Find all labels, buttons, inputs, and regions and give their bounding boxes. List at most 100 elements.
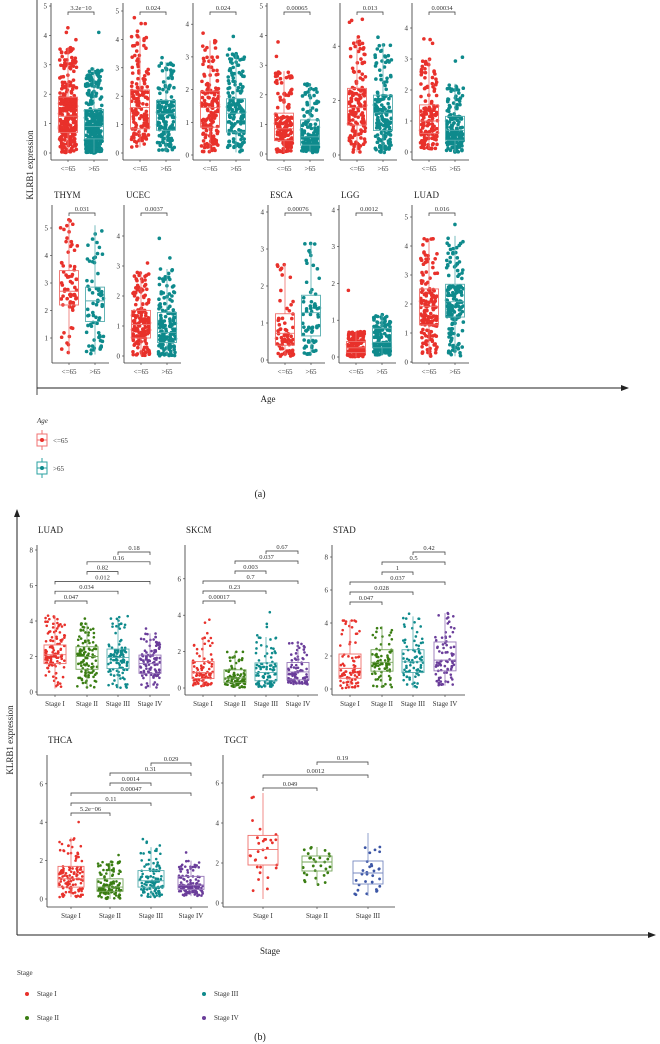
data-point bbox=[276, 91, 280, 96]
data-point bbox=[293, 675, 297, 678]
data-point bbox=[131, 310, 136, 314]
x-tick-label: >65 bbox=[306, 368, 317, 376]
data-point bbox=[242, 137, 247, 141]
data-point bbox=[268, 667, 272, 671]
data-point bbox=[166, 142, 171, 147]
data-point bbox=[84, 656, 87, 660]
comparison-bracket bbox=[355, 212, 383, 216]
data-point bbox=[60, 54, 64, 59]
data-point bbox=[227, 108, 231, 112]
data-point bbox=[352, 144, 356, 149]
data-point bbox=[145, 261, 150, 265]
data-point bbox=[92, 669, 95, 673]
data-point bbox=[137, 53, 142, 58]
data-point bbox=[143, 278, 147, 282]
y-tick-label: 0 bbox=[186, 152, 190, 160]
data-point bbox=[278, 71, 282, 75]
x-tick-label: <=65 bbox=[203, 165, 218, 173]
points->65 bbox=[83, 30, 104, 155]
data-point bbox=[401, 639, 405, 642]
data-point bbox=[113, 679, 116, 682]
data-point bbox=[453, 59, 458, 63]
data-point bbox=[144, 115, 149, 119]
data-point bbox=[144, 46, 148, 51]
figure-b-legend-title: Stage bbox=[17, 969, 33, 977]
data-point bbox=[171, 311, 175, 315]
data-point bbox=[417, 673, 420, 677]
data-point bbox=[424, 342, 429, 347]
x-tick-label: Stage III bbox=[106, 700, 131, 708]
data-point bbox=[86, 102, 91, 107]
data-point bbox=[112, 658, 115, 662]
data-point bbox=[457, 145, 462, 149]
data-point bbox=[60, 106, 65, 111]
data-point bbox=[428, 107, 432, 112]
data-point bbox=[259, 643, 263, 647]
data-point bbox=[210, 99, 215, 104]
data-point bbox=[125, 664, 129, 668]
data-point bbox=[445, 143, 450, 147]
comparison-bracket bbox=[428, 11, 456, 15]
legend-item-stage-i: Stage I bbox=[25, 990, 57, 998]
data-point bbox=[348, 46, 353, 51]
data-point bbox=[49, 639, 52, 642]
data-point bbox=[431, 261, 435, 265]
data-point bbox=[385, 146, 390, 151]
data-point bbox=[356, 115, 360, 119]
data-point bbox=[131, 349, 135, 354]
p-value-label: 0.7 bbox=[246, 574, 255, 581]
data-point bbox=[455, 268, 460, 273]
x-tick-label: >65 bbox=[231, 165, 242, 173]
data-point bbox=[100, 115, 104, 120]
data-point bbox=[450, 336, 454, 341]
x-tick-label: <=65 bbox=[422, 368, 437, 376]
data-point bbox=[132, 135, 136, 140]
data-point bbox=[66, 112, 70, 116]
p-value-label: 0.00034 bbox=[431, 5, 453, 12]
data-point bbox=[143, 128, 148, 133]
data-point bbox=[199, 664, 203, 668]
data-point bbox=[159, 134, 164, 139]
data-point bbox=[160, 68, 165, 73]
data-point bbox=[168, 277, 172, 282]
data-point bbox=[301, 682, 304, 685]
data-point bbox=[99, 68, 104, 73]
data-point bbox=[144, 137, 149, 141]
data-point bbox=[84, 349, 89, 354]
y-tick-label: 5 bbox=[116, 8, 120, 16]
data-point bbox=[352, 659, 356, 663]
data-point bbox=[241, 69, 245, 74]
data-point bbox=[112, 674, 116, 677]
data-point bbox=[287, 642, 291, 645]
data-point bbox=[456, 122, 460, 127]
data-point bbox=[165, 114, 170, 119]
data-point bbox=[62, 123, 67, 128]
data-point bbox=[419, 625, 422, 628]
data-point bbox=[352, 91, 357, 96]
data-point bbox=[270, 651, 274, 655]
data-point bbox=[162, 348, 166, 352]
data-point bbox=[93, 679, 97, 683]
data-point bbox=[206, 65, 211, 69]
data-point bbox=[315, 267, 320, 271]
data-point bbox=[277, 322, 282, 327]
data-point bbox=[79, 637, 83, 640]
data-point bbox=[72, 264, 77, 269]
data-point bbox=[461, 239, 465, 244]
panel-title: UCEC bbox=[126, 190, 150, 200]
data-point bbox=[211, 142, 216, 146]
data-point bbox=[413, 656, 417, 659]
data-point bbox=[269, 683, 272, 687]
data-point bbox=[275, 263, 280, 267]
data-point bbox=[420, 64, 425, 69]
data-point bbox=[413, 639, 416, 643]
data-point bbox=[269, 646, 273, 650]
data-point bbox=[314, 87, 318, 91]
data-point bbox=[446, 251, 450, 256]
data-point bbox=[304, 280, 309, 285]
data-point bbox=[169, 70, 174, 74]
data-point bbox=[205, 87, 210, 92]
data-point bbox=[425, 339, 429, 343]
data-point bbox=[238, 686, 241, 689]
y-tick-label: 1 bbox=[261, 320, 265, 328]
